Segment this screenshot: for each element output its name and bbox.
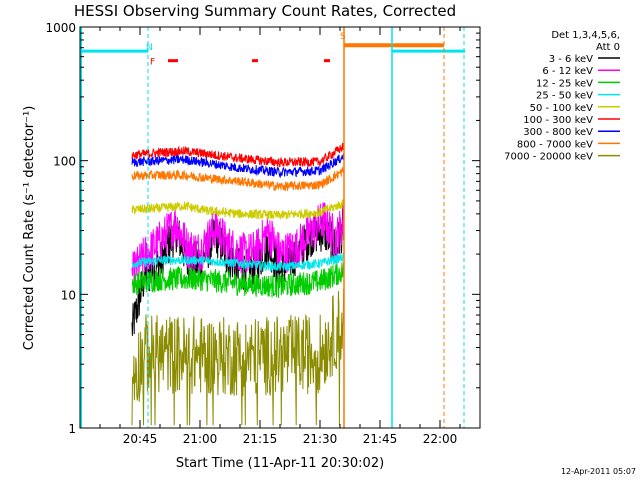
chart-title: HESSI Observing Summary Count Rates, Cor… bbox=[74, 2, 456, 20]
legend-label: 12 - 25 keV bbox=[536, 78, 593, 89]
legend-label: 25 - 50 keV bbox=[536, 91, 593, 102]
series-line-3-6-kev bbox=[131, 208, 345, 336]
series-line-6-12-kev bbox=[131, 202, 345, 293]
y-tick-label: 1 bbox=[68, 422, 76, 436]
legend-label: 300 - 800 keV bbox=[523, 127, 593, 138]
legend-label: 800 - 7000 keV bbox=[517, 139, 593, 150]
series-line-800-7000-kev bbox=[131, 165, 345, 192]
series-line-7000-20000-kev bbox=[131, 288, 345, 426]
legend-header: Att 0 bbox=[596, 42, 620, 53]
series-line-25-50-kev bbox=[131, 252, 345, 273]
y-tick-label: 100 bbox=[53, 155, 76, 169]
legend-label: 50 - 100 keV bbox=[530, 103, 594, 114]
legend-label: 6 - 12 keV bbox=[542, 66, 593, 77]
timestamp-label: 12-Apr-2011 05:07 bbox=[561, 467, 636, 476]
legend-label: 100 - 300 keV bbox=[523, 115, 593, 126]
legend-label: 7000 - 20000 keV bbox=[504, 152, 593, 163]
annotation-s: S bbox=[340, 32, 346, 42]
x-tick-label: 21:15 bbox=[243, 432, 278, 446]
series-line-12-25-kev bbox=[131, 262, 345, 298]
y-tick-label: 10 bbox=[61, 288, 76, 302]
x-axis-label: Start Time (11-Apr-11 20:30:02) bbox=[176, 456, 384, 471]
x-tick-label: 22:00 bbox=[423, 432, 458, 446]
legend-label: 3 - 6 keV bbox=[549, 54, 593, 65]
series-line-50-100-kev bbox=[131, 199, 345, 220]
series-line-300-800-kev bbox=[131, 152, 345, 179]
y-axis-label: Corrected Count Rate (s⁻¹ detector⁻¹) bbox=[22, 106, 37, 351]
annotation-n: N bbox=[146, 43, 153, 53]
annotation-f: F bbox=[150, 58, 155, 68]
x-tick-label: 21:00 bbox=[183, 432, 218, 446]
legend-header: Det 1,3,4,5,6, bbox=[551, 30, 620, 41]
x-tick-label: 21:45 bbox=[363, 432, 398, 446]
series-line-100-300-kev bbox=[131, 142, 345, 168]
data-layer: NF S bbox=[80, 27, 465, 428]
y-tick-label: 1000 bbox=[45, 21, 76, 35]
x-tick-label: 20:45 bbox=[123, 432, 158, 446]
x-tick-label: 21:30 bbox=[303, 432, 338, 446]
